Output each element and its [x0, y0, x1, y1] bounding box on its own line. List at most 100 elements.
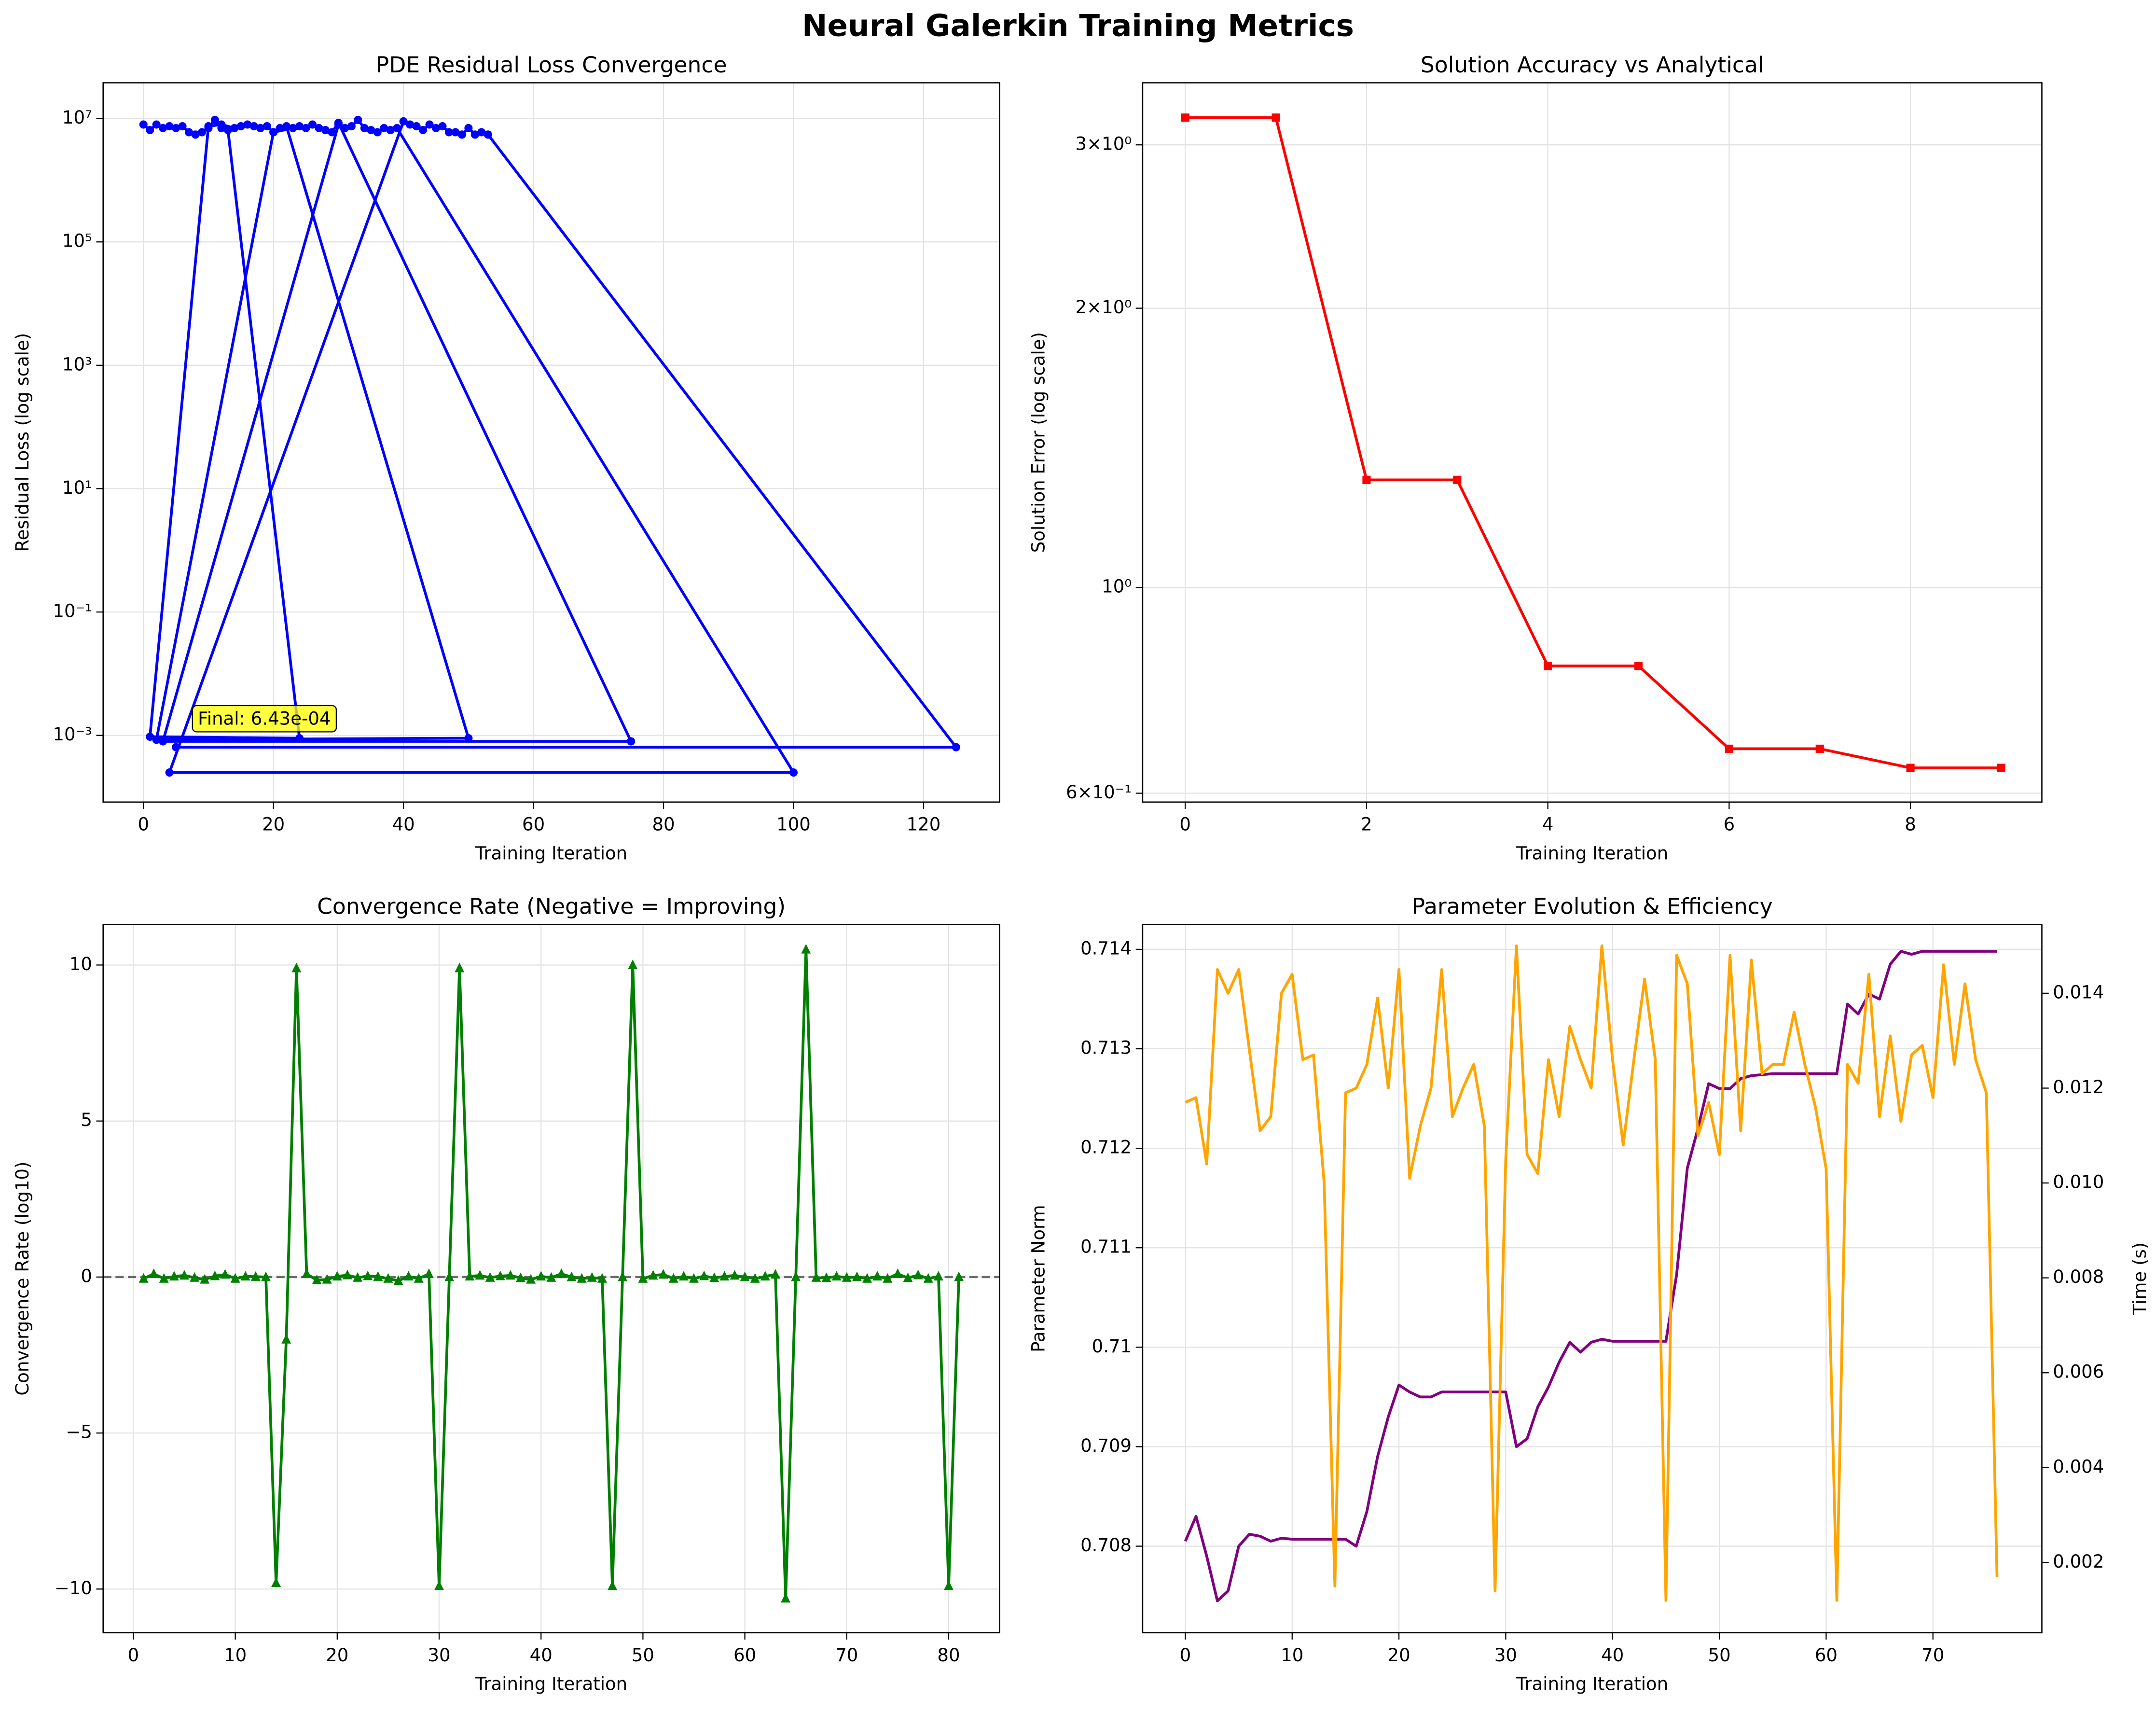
marker: [444, 128, 454, 137]
marker: [587, 1272, 597, 1282]
y-axis-label: Solution Error (log scale): [1028, 332, 1049, 553]
y2-tick-label: 0.014: [2053, 982, 2104, 1002]
marker: [204, 122, 213, 131]
marker: [159, 1273, 169, 1283]
y-tick-label: 2×10⁰: [1076, 297, 1132, 318]
series-line: [1184, 950, 1997, 1602]
marker: [321, 125, 330, 135]
marker: [191, 130, 200, 139]
marker: [1181, 113, 1189, 122]
marker: [709, 1272, 719, 1282]
x-tick-label: 60: [522, 814, 545, 835]
marker: [801, 944, 811, 954]
marker: [334, 120, 343, 129]
x-tick-label: 6: [1724, 814, 1735, 835]
series-line: [1185, 944, 1999, 1602]
marker: [399, 117, 408, 126]
marker: [424, 1268, 434, 1278]
marker: [373, 1271, 383, 1281]
marker: [281, 1334, 291, 1344]
x-tick-label: 30: [428, 1645, 450, 1666]
marker: [363, 1270, 373, 1280]
marker: [470, 130, 479, 139]
marker: [648, 1270, 658, 1280]
x-tick-label: 50: [1708, 1645, 1731, 1666]
marker: [367, 125, 375, 135]
marker: [419, 125, 428, 135]
marker: [180, 1270, 190, 1280]
marker: [236, 122, 245, 131]
marker: [627, 737, 636, 746]
x-tick-label: 20: [262, 814, 285, 835]
x-tick-label: 20: [1388, 1645, 1410, 1666]
y-tick-label: 10: [69, 954, 92, 974]
marker: [668, 1273, 678, 1283]
y2-axis-label: Time (s): [2129, 1242, 2150, 1316]
marker: [597, 1273, 607, 1283]
marker: [230, 1273, 240, 1283]
y2-tick-label: 0.010: [2053, 1172, 2104, 1193]
marker: [269, 128, 278, 137]
marker: [883, 1273, 893, 1283]
x-tick-label: 0: [128, 1645, 139, 1666]
x-tick-label: 10: [224, 1645, 247, 1666]
marker: [332, 1271, 342, 1281]
marker: [638, 1273, 648, 1283]
marker: [791, 1271, 801, 1281]
marker: [341, 124, 349, 132]
marker: [302, 124, 310, 132]
marker: [546, 1272, 556, 1282]
x-tick-label: 0: [1180, 1645, 1191, 1666]
marker: [699, 1270, 709, 1280]
marker: [475, 1270, 485, 1280]
x-tick-label: 70: [1921, 1645, 1944, 1666]
x-axis-label: Training Iteration: [475, 843, 627, 864]
y-tick-label: 10⁵: [62, 231, 92, 251]
marker: [730, 1270, 740, 1280]
marker: [249, 122, 258, 131]
marker: [515, 1272, 525, 1282]
marker: [465, 1271, 475, 1281]
x-tick-label: 30: [1494, 1645, 1517, 1666]
marker: [159, 737, 167, 746]
marker: [954, 1271, 964, 1281]
marker: [250, 1271, 261, 1281]
marker: [354, 115, 362, 125]
marker: [210, 115, 219, 125]
marker: [893, 1268, 903, 1278]
x-tick-label: 4: [1542, 814, 1554, 835]
y-tick-label: 0.708: [1080, 1535, 1132, 1556]
y-tick-label: 0.712: [1080, 1137, 1132, 1158]
x-axis-label: Training Iteration: [475, 1674, 627, 1695]
marker: [505, 1270, 515, 1280]
marker: [1271, 113, 1280, 122]
marker: [821, 1272, 831, 1282]
marker: [138, 1273, 149, 1283]
y-tick-label: 0.709: [1080, 1435, 1132, 1456]
marker: [289, 124, 297, 132]
marker: [406, 120, 415, 129]
marker: [302, 1268, 312, 1278]
y-tick-label: 0.714: [1080, 938, 1132, 959]
marker: [1362, 475, 1371, 484]
x-tick-label: 40: [1601, 1645, 1624, 1666]
x-axis-label: Training Iteration: [1516, 1674, 1668, 1695]
marker: [719, 1271, 730, 1281]
marker: [373, 128, 382, 137]
marker: [393, 124, 401, 132]
y-tick-label: 5: [81, 1110, 92, 1130]
marker: [169, 1271, 179, 1281]
marker: [291, 962, 302, 973]
subplot-title: Convergence Rate (Negative = Improving): [317, 894, 786, 919]
y-axis-label: Convergence Rate (log10): [12, 1162, 33, 1396]
annotation: Final: 6.43e-04: [198, 709, 331, 729]
marker: [789, 768, 798, 777]
marker: [495, 1270, 505, 1280]
marker: [831, 1271, 842, 1281]
marker: [618, 1271, 628, 1281]
x-tick-label: 60: [1815, 1645, 1838, 1666]
marker: [913, 1269, 923, 1279]
y-tick-label: −5: [66, 1422, 92, 1443]
